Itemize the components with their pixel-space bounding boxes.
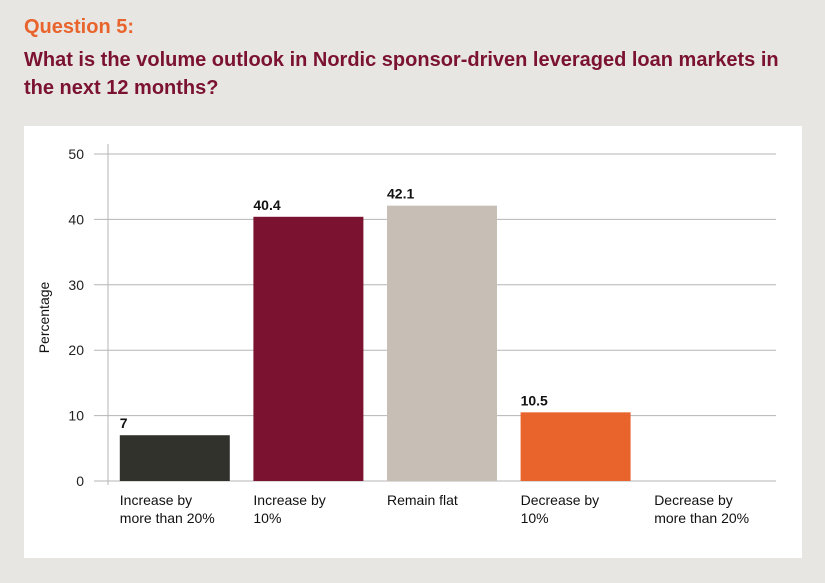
y-tick-label: 50 — [68, 146, 84, 162]
bar — [387, 205, 497, 481]
x-category-label: Decrease by — [654, 492, 733, 508]
y-tick-label: 20 — [68, 342, 84, 358]
x-category-label: more than 20% — [120, 510, 215, 526]
x-category-label: 10% — [253, 510, 281, 526]
question-number: Question 5: — [24, 16, 135, 38]
data-label: 10.5 — [521, 392, 548, 408]
y-tick-label: 30 — [68, 277, 84, 293]
bar — [520, 412, 631, 481]
x-category-label: Decrease by — [521, 492, 600, 508]
x-category-label: Remain flat — [387, 492, 458, 508]
x-category-label: more than 20% — [654, 510, 749, 526]
bar-chart: 0 10 20 30 40 50 Percentage 7 Increase by more th… — [36, 144, 776, 526]
chart-panel: 0 10 20 30 40 50 Percentage 7 Increase by more th… — [24, 126, 802, 558]
bar — [253, 216, 364, 481]
bar — [119, 435, 230, 481]
data-label: 7 — [120, 415, 128, 431]
y-tick-label: 10 — [68, 408, 84, 424]
data-label: 42.1 — [387, 186, 414, 202]
y-tick-label: 40 — [68, 211, 84, 227]
y-tick-label: 0 — [76, 473, 84, 489]
question-text: What is the volume outlook in Nordic spo… — [24, 49, 779, 99]
x-category-label: Increase by — [120, 492, 192, 508]
data-label: 40.4 — [253, 197, 280, 213]
y-axis-title: Percentage — [36, 281, 52, 353]
x-category-label: Increase by — [253, 492, 325, 508]
x-category-label: 10% — [521, 510, 549, 526]
